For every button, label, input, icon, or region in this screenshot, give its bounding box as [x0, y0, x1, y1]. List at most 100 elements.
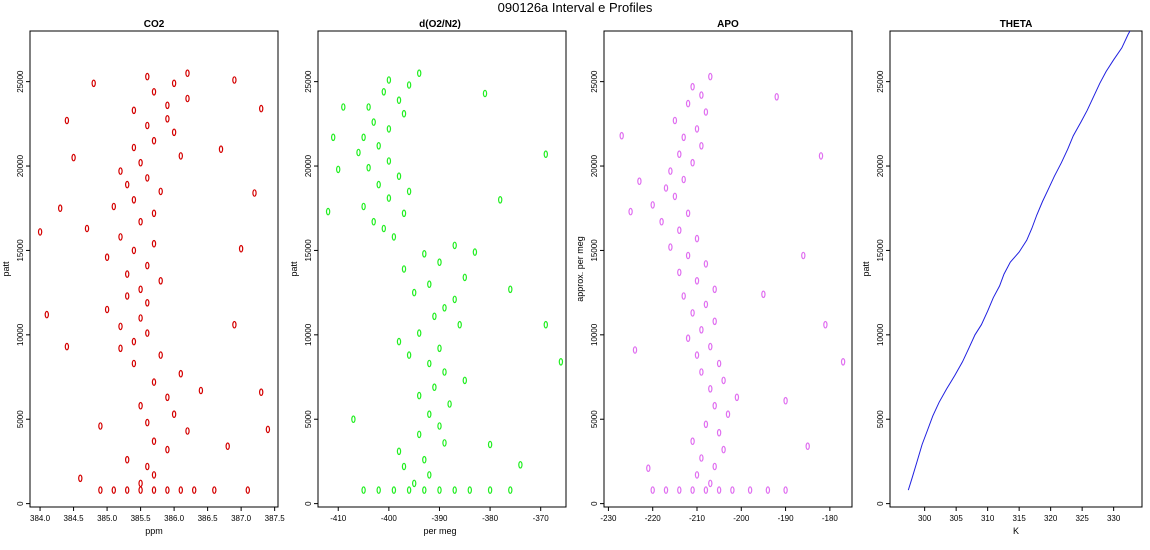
co2-data-point — [118, 322, 123, 331]
co2-data-point — [151, 378, 157, 386]
o2n2-data-point — [432, 312, 437, 321]
co2-data-point — [131, 359, 137, 368]
o2n2-data-point — [336, 165, 341, 174]
o2n2-y-tick-label: 5000 — [304, 410, 313, 428]
o2n2-x-tick-label: -390 — [431, 514, 448, 523]
o2n2-y-label: patt — [289, 261, 299, 277]
apo-data-point — [681, 133, 686, 142]
apo-data-point — [672, 116, 678, 125]
apo-plot-frame — [603, 30, 853, 508]
apo-data-point — [699, 368, 704, 376]
o2n2-data-point — [417, 329, 422, 337]
theta-y-tick-label: 0 — [876, 501, 885, 506]
o2n2-data-point — [391, 233, 397, 241]
o2n2-data-point — [376, 142, 381, 150]
co2-data-point — [238, 244, 244, 253]
apo-data-point — [712, 317, 717, 326]
co2-data-point — [145, 121, 150, 130]
apo-data-point — [761, 290, 766, 299]
apo-data-point — [690, 437, 695, 446]
apo-data-point — [765, 486, 771, 494]
o2n2-y-tick-label: 0 — [304, 501, 313, 506]
o2n2-data-point — [543, 320, 549, 329]
apo-data-point — [628, 207, 633, 216]
co2-data-point — [78, 474, 83, 483]
co2-data-point — [84, 224, 90, 233]
apo-panel-title: APO — [717, 19, 739, 30]
o2n2-data-point — [472, 248, 478, 256]
co2-scatter-points — [37, 69, 271, 494]
o2n2-data-point — [427, 359, 432, 368]
o2n2-data-point — [396, 172, 402, 181]
co2-data-point — [158, 187, 163, 196]
o2n2-panel-title: d(O2/N2) — [419, 19, 461, 30]
co2-data-point — [44, 310, 50, 319]
apo-data-point — [703, 420, 709, 429]
co2-data-point — [131, 196, 137, 204]
apo-data-point — [712, 285, 717, 294]
apo-data-point — [694, 234, 700, 243]
o2n2-y-tick-label: 10000 — [304, 323, 313, 346]
o2n2-data-point — [401, 209, 407, 218]
co2-data-point — [178, 369, 183, 378]
co2-y-tick-label: 0 — [16, 501, 25, 506]
co2-y-tick-label: 20000 — [16, 154, 25, 177]
o2n2-data-point — [401, 265, 407, 273]
co2-panel-title: CO2 — [144, 19, 165, 30]
co2-x-tick-label: 384.0 — [30, 514, 51, 523]
apo-data-point — [716, 486, 722, 494]
apo-data-point — [734, 393, 740, 402]
o2n2-panel: d(O2/N2) -410 -400 -390 -380 -370 0 5000 10000… — [289, 19, 567, 536]
apo-data-point — [730, 486, 735, 494]
o2n2-x-axis: -410 -400 -390 -380 -370 — [330, 507, 549, 523]
o2n2-x-tick-label: -400 — [381, 514, 398, 523]
o2n2-x-tick-label: -370 — [533, 514, 550, 523]
o2n2-data-point — [406, 81, 412, 89]
apo-data-point — [699, 325, 704, 334]
apo-data-point — [708, 342, 713, 351]
apo-data-point — [725, 410, 731, 419]
apo-data-point — [703, 300, 709, 309]
co2-data-point — [64, 342, 70, 351]
apo-data-point — [712, 462, 717, 471]
apo-y-axis: 0 5000 10000 15000 20000 25000 — [590, 70, 604, 506]
apo-data-point — [694, 125, 700, 133]
co2-data-point — [259, 104, 264, 113]
o2n2-data-point — [462, 376, 467, 385]
apo-data-point — [818, 152, 824, 160]
co2-data-point — [118, 167, 123, 175]
theta-x-tick-label: 300 — [918, 514, 932, 523]
co2-data-point — [124, 455, 130, 464]
o2n2-data-point — [457, 320, 462, 329]
o2n2-scatter-points — [325, 69, 564, 494]
apo-data-point — [774, 93, 779, 101]
co2-x-axis: 384.0 384.5 385.0 385.5 386.0 386.5 387.0 387.5 — [30, 507, 285, 523]
apo-data-point — [681, 175, 686, 184]
co2-data-point — [145, 72, 150, 81]
apo-data-point — [747, 486, 753, 494]
apo-data-point — [783, 486, 788, 494]
co2-x-tick-label: 384.5 — [64, 514, 85, 523]
theta-y-tick-label: 5000 — [876, 410, 885, 428]
apo-data-point — [690, 309, 695, 317]
apo-data-point — [721, 445, 726, 454]
co2-x-tick-label: 387.5 — [265, 514, 286, 523]
co2-x-tick-label: 386.5 — [198, 514, 219, 523]
theta-y-tick-label: 15000 — [876, 239, 885, 262]
apo-data-point — [668, 167, 673, 175]
apo-data-point — [690, 82, 695, 91]
co2-data-point — [91, 79, 96, 88]
o2n2-data-point — [437, 486, 442, 494]
o2n2-data-point — [447, 400, 452, 408]
co2-data-point — [178, 152, 183, 160]
o2n2-data-point — [361, 486, 366, 494]
co2-data-point — [185, 427, 190, 435]
apo-x-axis: -230 -220 -210 -200 -190 -180 — [600, 507, 838, 523]
o2n2-data-point — [366, 103, 371, 111]
co2-data-point — [165, 115, 170, 123]
apo-data-point — [637, 177, 642, 186]
co2-data-point — [138, 158, 143, 167]
co2-x-label: ppm — [145, 526, 163, 536]
theta-y-tick-label: 10000 — [876, 323, 885, 346]
theta-x-tick-label: 305 — [949, 514, 963, 523]
